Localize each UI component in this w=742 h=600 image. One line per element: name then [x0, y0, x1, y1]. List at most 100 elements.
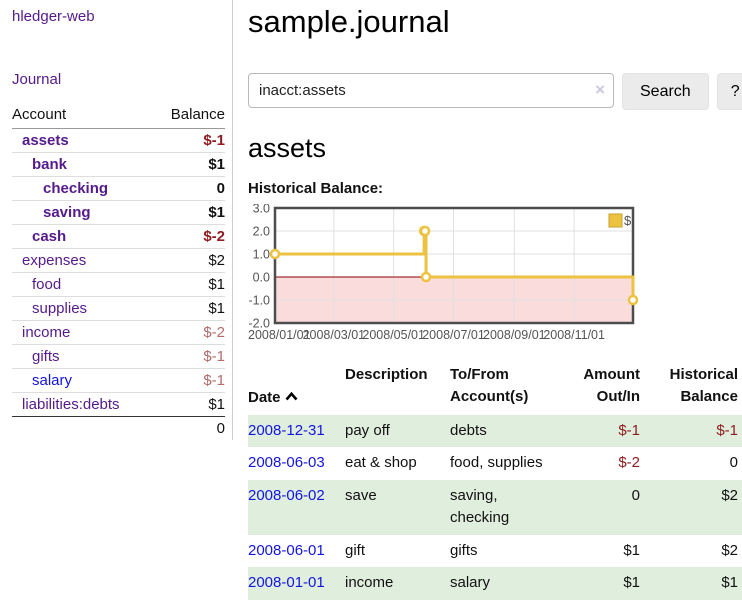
- transaction-accounts: gifts: [450, 541, 478, 559]
- transaction-balance: $-1: [716, 421, 738, 439]
- transaction-amount: 0: [631, 486, 640, 504]
- account-row-food: food $1: [12, 272, 225, 297]
- register-col-date-label: Date: [248, 388, 281, 406]
- account-row-gifts: gifts $-1: [12, 344, 225, 369]
- svg-text:$: $: [624, 213, 632, 228]
- svg-text:-2.0: -2.0: [248, 317, 270, 331]
- account-balance: $-1: [153, 368, 225, 393]
- account-link-supplies[interactable]: supplies: [32, 300, 88, 317]
- register-col-date[interactable]: Date: [248, 362, 345, 415]
- search-form: × Search ?: [248, 73, 742, 110]
- search-input[interactable]: [248, 73, 614, 108]
- account-balance: 0: [153, 176, 225, 201]
- account-row-liabilities-debts: liabilities:debts $1: [12, 392, 225, 417]
- balance-chart-svg: $3.0 2.0 1.0 0.0 -1.0 -2.02008/01/012008/03/0…: [248, 204, 639, 342]
- account-link-checking[interactable]: checking: [43, 180, 109, 197]
- transaction-accounts: food, supplies: [450, 454, 543, 471]
- account-link-cash[interactable]: cash: [32, 228, 67, 245]
- account-link-gifts[interactable]: gifts: [32, 348, 60, 365]
- account-link-salary[interactable]: salary: [32, 372, 73, 389]
- account-link-food[interactable]: food: [32, 276, 62, 293]
- account-balance: $-2: [153, 320, 225, 345]
- account-link-liabilities-debts[interactable]: liabilities:debts: [22, 396, 120, 413]
- account-row-checking: checking 0: [12, 176, 225, 201]
- account-row-bank: bank $1: [12, 152, 225, 177]
- account-balance: $1: [153, 296, 225, 321]
- brand-link[interactable]: hledger-web: [12, 8, 95, 25]
- account-balance: $-1: [153, 344, 225, 369]
- register-header-row: Date Description To/From Account(s) Amou…: [248, 362, 742, 415]
- sort-asc-icon: [285, 386, 298, 408]
- account-row-saving: saving $1: [12, 200, 225, 225]
- svg-text:2008/01/01: 2008/01/01: [248, 328, 311, 342]
- clear-search-icon[interactable]: ×: [595, 80, 605, 99]
- transaction-date-link[interactable]: 2008-01-01: [248, 574, 325, 591]
- transaction-amount: $1: [623, 541, 640, 559]
- register-col-amount: Amount Out/In: [583, 366, 640, 405]
- account-balance: $2: [153, 248, 225, 273]
- transaction-balance: 0: [729, 454, 738, 471]
- accounts-total-row: 0: [12, 417, 225, 441]
- account-balance: $1: [153, 200, 225, 225]
- transaction-description: save: [345, 486, 377, 504]
- account-balance: $-2: [153, 224, 225, 249]
- svg-text:2008/05/01: 2008/05/01: [362, 328, 425, 342]
- account-row-income: income $-2: [12, 320, 225, 345]
- account-row-cash: cash $-2: [12, 224, 225, 249]
- transaction-accounts: debts: [450, 421, 487, 439]
- transaction-balance: $1: [721, 574, 738, 591]
- transaction-row: 2008-12-31 pay off debts $-1 $-1: [248, 414, 742, 447]
- account-balance: $-1: [153, 128, 225, 153]
- sidebar-item-journal[interactable]: Journal: [12, 71, 62, 88]
- transaction-date-link[interactable]: 2008-12-31: [248, 421, 325, 439]
- account-balance: $1: [153, 272, 225, 297]
- svg-text:0.0: 0.0: [253, 271, 270, 285]
- account-row-expenses: expenses $2: [12, 248, 225, 273]
- historical-balance-chart: $3.0 2.0 1.0 0.0 -1.0 -2.0 2008/01/01 2008/03/0…: [248, 204, 640, 345]
- account-link-expenses[interactable]: expenses: [22, 252, 87, 269]
- account-heading: assets: [248, 133, 327, 163]
- transaction-row: 2008-06-03 eat & shop food, supplies $-2…: [248, 447, 742, 480]
- page-title: sample.journal: [248, 4, 450, 39]
- search-help-button[interactable]: ?: [716, 73, 742, 110]
- account-balance: $1: [153, 392, 225, 417]
- account-balance: $1: [153, 152, 225, 177]
- register-col-accounts: To/From Account(s): [450, 366, 529, 405]
- transaction-amount: $1: [623, 574, 640, 591]
- transaction-balance: $2: [721, 486, 738, 504]
- transaction-accounts: saving, checking: [450, 486, 510, 527]
- transaction-balance: $2: [721, 541, 738, 559]
- svg-text:2008/09/01: 2008/09/01: [483, 328, 546, 342]
- transaction-date-link[interactable]: 2008-06-02: [248, 486, 325, 504]
- accounts-table: Account Balance assets $-1 bank $1 check…: [12, 104, 225, 440]
- svg-text:-1.0: -1.0: [248, 294, 270, 308]
- accounts-total: 0: [216, 420, 225, 437]
- transaction-row: 2008-06-01 gift gifts $1 $2: [248, 535, 742, 568]
- account-link-saving[interactable]: saving: [43, 204, 91, 221]
- transaction-description: gift: [345, 541, 366, 559]
- account-link-income[interactable]: income: [22, 324, 71, 341]
- svg-text:2008/11/01: 2008/11/01: [543, 328, 605, 342]
- accounts-col-balance: Balance: [153, 104, 225, 129]
- account-link-assets[interactable]: assets: [22, 132, 69, 149]
- chart-title: Historical Balance:: [248, 180, 384, 197]
- svg-text:2008/03/01: 2008/03/01: [303, 328, 366, 342]
- transaction-description: pay off: [345, 421, 390, 439]
- transaction-row: 2008-06-02 save saving, checking 0 $2: [248, 479, 742, 535]
- transaction-date-link[interactable]: 2008-06-03: [248, 454, 325, 471]
- transaction-date-link[interactable]: 2008-06-01: [248, 541, 325, 559]
- svg-text:2008/07/01: 2008/07/01: [422, 328, 485, 342]
- register-col-balance: Historical Balance: [669, 366, 738, 405]
- transaction-description: income: [345, 574, 394, 591]
- transaction-amount: $-1: [618, 421, 640, 439]
- svg-text:3.0: 3.0: [253, 204, 270, 216]
- transaction-row: 2008-01-01 income salary $1 $1: [248, 567, 742, 600]
- register-col-description: Description: [345, 366, 428, 383]
- accounts-col-account: Account: [12, 104, 154, 129]
- account-row-assets: assets $-1: [12, 128, 225, 153]
- search-button[interactable]: Search: [622, 73, 709, 110]
- main-content: sample.journal × Search ? assets Histori…: [233, 0, 742, 600]
- svg-text:2.0: 2.0: [253, 225, 270, 239]
- account-link-bank[interactable]: bank: [32, 156, 68, 173]
